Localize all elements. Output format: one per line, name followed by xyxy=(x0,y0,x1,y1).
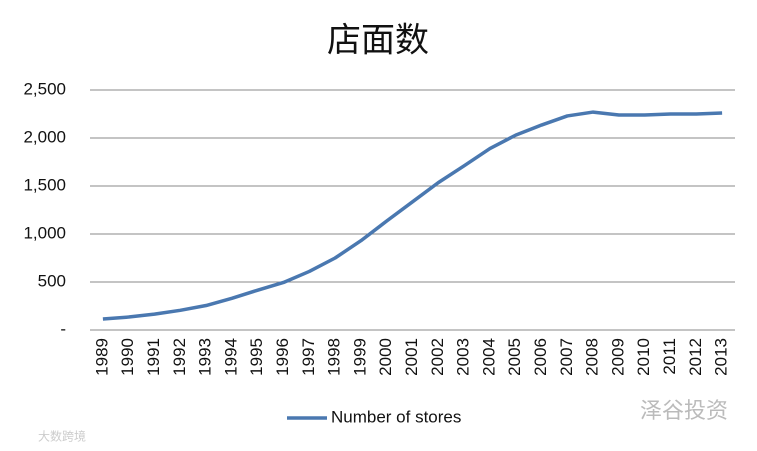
x-tick-label: 1991 xyxy=(144,338,163,376)
watermark: 大数跨境 xyxy=(38,429,86,444)
x-tick-label: 1996 xyxy=(273,338,292,376)
x-tick-label: 1989 xyxy=(92,338,111,376)
x-tick-label: 1994 xyxy=(221,338,240,376)
x-tick-label: 2007 xyxy=(557,338,576,376)
x-tick-label: 2012 xyxy=(686,338,705,376)
x-tick-label: 2013 xyxy=(712,338,731,376)
x-tick-label: 1990 xyxy=(118,338,137,376)
x-tick-label: 2010 xyxy=(634,338,653,376)
x-tick-label: 1995 xyxy=(247,338,266,376)
y-tick-label: 2,000 xyxy=(23,127,66,146)
x-tick-label: 2001 xyxy=(402,338,421,376)
x-tick-label: 2011 xyxy=(660,338,679,375)
x-tick-label: 1999 xyxy=(350,338,369,376)
y-tick-label: 2,500 xyxy=(23,79,66,98)
y-tick-label: 1,500 xyxy=(23,175,66,194)
x-tick-label: 1997 xyxy=(299,338,318,376)
y-tick-label: 1,000 xyxy=(23,223,66,242)
line xyxy=(102,110,723,321)
chart-title: 店面数 xyxy=(327,21,429,61)
legend-label: Number of stores xyxy=(331,407,461,426)
x-tick-label: 1993 xyxy=(196,338,215,376)
x-tick-label: 2008 xyxy=(583,338,602,376)
x-tick-label: 2003 xyxy=(454,338,473,376)
x-tick-label: 1992 xyxy=(170,338,189,376)
x-tick-label: 1998 xyxy=(325,338,344,376)
x-tick-label: 2004 xyxy=(479,338,498,376)
y-tick-label: 500 xyxy=(38,271,66,290)
x-tick-label: 2009 xyxy=(608,338,627,376)
x-tick-label: 2006 xyxy=(531,338,550,376)
x-tick-label: 2005 xyxy=(505,338,524,376)
x-tick-label: 2002 xyxy=(428,338,447,376)
y-tick-label: - xyxy=(60,319,66,338)
watermark: 泽谷投资 xyxy=(640,399,728,424)
x-tick-label: 2000 xyxy=(376,338,395,376)
